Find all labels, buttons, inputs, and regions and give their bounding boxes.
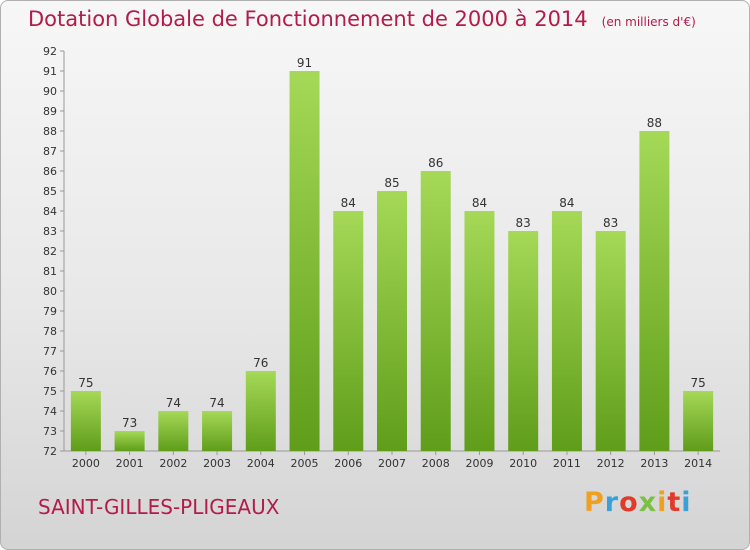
x-tick-label: 2002: [159, 457, 187, 470]
y-tick-label: 78: [43, 325, 57, 338]
bar: [333, 211, 364, 451]
bar-value-label: 83: [516, 216, 531, 230]
logo-letter: r: [604, 487, 620, 518]
y-tick-label: 84: [43, 205, 57, 218]
x-tick-label: 2006: [334, 457, 362, 470]
x-tick-label: 2007: [378, 457, 406, 470]
bar-value-label: 75: [78, 376, 93, 390]
bar: [70, 391, 101, 451]
y-tick-label: 74: [43, 405, 57, 418]
bar: [202, 411, 233, 451]
bar: [114, 431, 145, 451]
chart-unit: (en milliers d'€): [601, 15, 696, 29]
x-tick-label: 2013: [640, 457, 668, 470]
logo-letter: t: [667, 487, 682, 518]
y-tick-label: 80: [43, 285, 57, 298]
logo-letter: P: [584, 487, 605, 518]
x-tick-label: 2014: [684, 457, 712, 470]
y-tick-label: 72: [43, 445, 57, 458]
bar-value-label: 84: [559, 196, 574, 210]
bar: [595, 231, 626, 451]
bar-value-label: 73: [122, 416, 137, 430]
y-tick-label: 82: [43, 245, 57, 258]
y-tick-label: 90: [43, 85, 57, 98]
y-tick-label: 92: [43, 45, 57, 58]
commune-name: SAINT-GILLES-PLIGEAUX: [38, 495, 280, 519]
proxiti-logo[interactable]: Proxiti: [584, 487, 692, 518]
y-tick-label: 88: [43, 125, 57, 138]
bar: [158, 411, 189, 451]
logo-letter: i: [681, 487, 692, 518]
x-tick-label: 2001: [116, 457, 144, 470]
chart-bars: [70, 71, 714, 451]
x-tick-label: 2010: [509, 457, 537, 470]
y-tick-label: 73: [43, 425, 57, 438]
y-tick-label: 91: [43, 65, 57, 78]
y-tick-label: 85: [43, 185, 57, 198]
logo-letter: o: [619, 487, 639, 518]
bar: [377, 191, 407, 451]
y-tick-label: 75: [43, 385, 57, 398]
x-tick-label: 2000: [72, 457, 100, 470]
bar-value-label: 84: [472, 196, 487, 210]
chart-labels: 75 2000 73 2001 74 2002 74 2003 76 2004 91 2005 84 20…: [72, 56, 712, 470]
x-tick-label: 2005: [291, 457, 319, 470]
y-tick-label: 77: [43, 345, 57, 358]
bar: [420, 171, 451, 451]
x-tick-label: 2004: [247, 457, 275, 470]
bar: [245, 371, 276, 451]
y-tick-label: 87: [43, 145, 57, 158]
y-tick-label: 86: [43, 165, 57, 178]
y-tick-label: 81: [43, 265, 57, 278]
x-tick-label: 2011: [553, 457, 581, 470]
logo-letter: i: [657, 487, 668, 518]
logo-letter: x: [638, 487, 658, 518]
y-tick-label: 79: [43, 305, 57, 318]
bar-value-label: 88: [647, 116, 662, 130]
bar-value-label: 74: [209, 396, 224, 410]
bar-value-label: 85: [384, 176, 399, 190]
chart-title: Dotation Globale de Fonctionnement de 20…: [28, 7, 588, 31]
bar: [508, 231, 539, 451]
chart-axes: 72 73 74 75 76 77 78 79 80 81 82 83 84 85 86 87 88 89 90 91…: [43, 45, 720, 458]
bar: [551, 211, 582, 451]
bar-value-label: 84: [341, 196, 356, 210]
bar-value-label: 86: [428, 156, 443, 170]
bar-value-label: 76: [253, 356, 268, 370]
y-tick-label: 89: [43, 105, 57, 118]
bar-value-label: 74: [166, 396, 181, 410]
bar-value-label: 75: [690, 376, 705, 390]
bar: [289, 71, 320, 451]
bar-value-label: 83: [603, 216, 618, 230]
bar: [464, 211, 495, 451]
bar: [683, 391, 714, 451]
y-tick-label: 76: [43, 365, 57, 378]
x-tick-label: 2003: [203, 457, 231, 470]
bar-value-label: 91: [297, 56, 312, 70]
x-tick-label: 2012: [597, 457, 625, 470]
x-tick-label: 2008: [422, 457, 450, 470]
x-tick-label: 2009: [465, 457, 493, 470]
bar: [639, 131, 670, 451]
title-row: Dotation Globale de Fonctionnement de 20…: [28, 7, 696, 31]
y-tick-label: 83: [43, 225, 57, 238]
